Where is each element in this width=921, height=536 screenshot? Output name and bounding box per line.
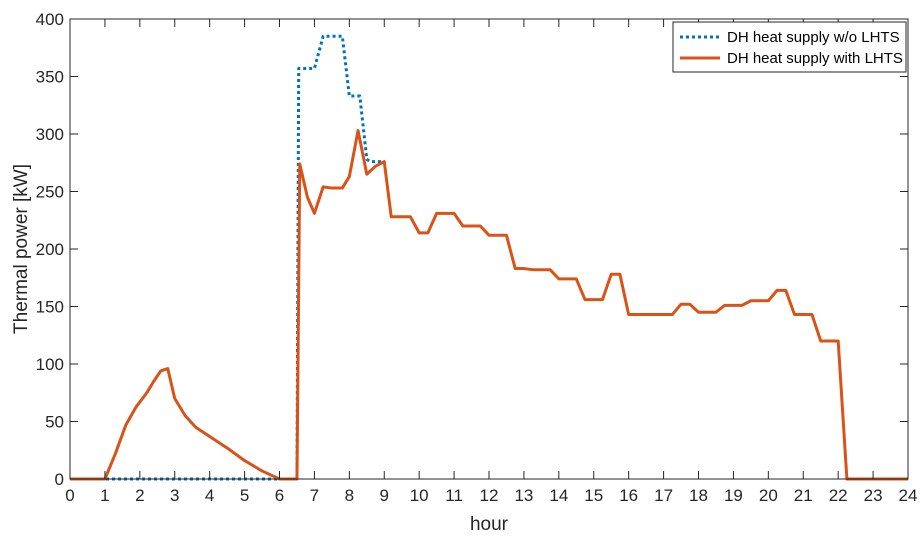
y-tick-label: 150: [36, 298, 64, 317]
y-tick-label: 350: [36, 68, 64, 87]
x-tick-label: 17: [654, 486, 673, 505]
legend-label-series-1: DH heat supply w/o LHTS: [727, 29, 900, 46]
x-tick-label: 13: [514, 486, 533, 505]
legend-label-series-2: DH heat supply with LHTS: [727, 50, 903, 67]
x-tick-label: 15: [584, 486, 603, 505]
legend-box: [672, 21, 907, 73]
x-tick-label: 0: [65, 486, 74, 505]
x-tick-label: 12: [480, 486, 499, 505]
x-tick-label: 10: [410, 486, 429, 505]
x-tick-label: 4: [205, 486, 214, 505]
x-tick-label: 3: [170, 486, 179, 505]
x-tick-label: 6: [275, 486, 284, 505]
y-tick-label: 50: [45, 413, 64, 432]
series-line-2: [70, 129, 908, 481]
x-tick-label: 5: [240, 486, 249, 505]
x-tick-label: 8: [345, 486, 354, 505]
y-tick-label: 0: [55, 470, 64, 489]
y-tick-label: 100: [36, 355, 64, 374]
x-tick-label: 1: [100, 486, 109, 505]
x-tick-label: 9: [380, 486, 389, 505]
x-tick-label: 23: [864, 486, 883, 505]
legend: DH heat supply w/o LHTS DH heat supply w…: [672, 21, 907, 73]
y-tick-label: 300: [36, 125, 64, 144]
x-tick-label: 7: [310, 486, 319, 505]
x-tick-label: 19: [724, 486, 743, 505]
x-tick-label: 20: [759, 486, 778, 505]
y-tick-label: 400: [36, 10, 64, 29]
x-tick-label: 2: [135, 486, 144, 505]
x-tick-label: 11: [445, 486, 463, 505]
y-tick-label: 200: [36, 240, 64, 259]
x-tick-label: 18: [689, 486, 708, 505]
x-tick-label: 16: [619, 486, 638, 505]
y-axis-label: Thermal power [kW]: [11, 164, 32, 334]
x-axis-label: hour: [470, 514, 509, 535]
y-tick-label: 250: [36, 183, 64, 202]
x-tick-label: 22: [829, 486, 848, 505]
x-tick-label: 14: [549, 486, 568, 505]
ticks-layer: 0 1 2 3 4 5 6 7 8 9 10 11 12 13 14 15 16 17 18 19 20 21 22 23 24…: [36, 10, 918, 505]
plot-area: [70, 19, 908, 479]
x-tick-label: 21: [794, 486, 813, 505]
x-tick-label: 24: [899, 486, 918, 505]
